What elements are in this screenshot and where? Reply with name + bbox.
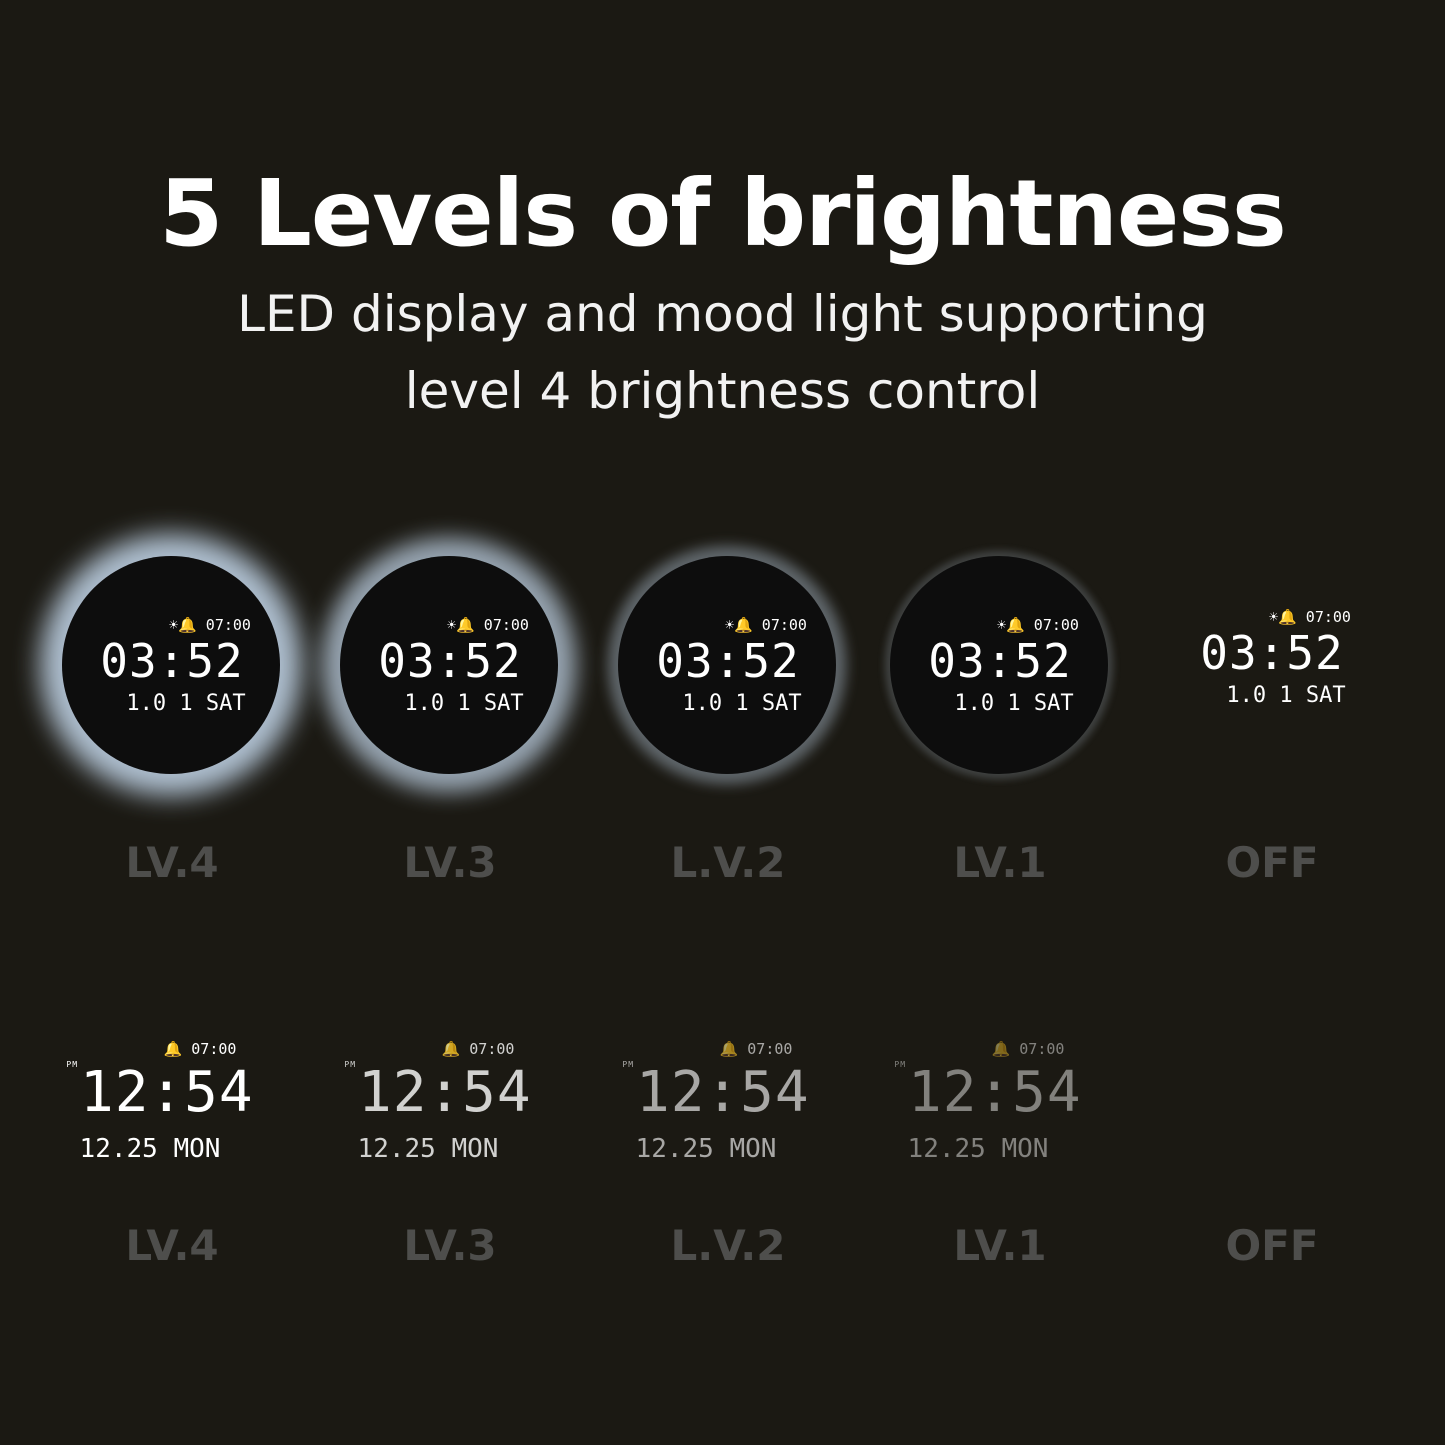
clock-date: 12.25 MON — [635, 1134, 777, 1164]
clock-display-circle-4: ☀🔔 07:00 03:52 1.0 1 SAT — [870, 556, 1130, 776]
clock-display-plain-2: 🔔 07:00 PM12:54 12.25 MON — [308, 1036, 568, 1176]
clock-date: 12.25 MON — [357, 1134, 499, 1164]
clock-time: 03:52 — [928, 634, 1072, 688]
clock-time: 03:52 — [656, 634, 800, 688]
alarm-indicator: 🔔 07:00 — [719, 1040, 793, 1058]
clock-display-plain-3: 🔔 07:00 PM12:54 12.25 MON — [586, 1036, 846, 1176]
clock-display-circle-1: ☀🔔 07:00 03:52 1.0 1 SAT — [42, 556, 302, 776]
mood-light-ring — [340, 556, 558, 774]
clock-time: PM12:54 — [586, 1060, 846, 1125]
mood-light-ring — [62, 556, 280, 774]
clock-time: PM12:54 — [858, 1060, 1118, 1125]
subtitle-line-2: level 4 brightness control — [404, 362, 1041, 420]
clock-date: 1.0 1 SAT — [682, 691, 802, 716]
clock-time: PM12:54 — [308, 1060, 568, 1125]
clock-date: 1.0 1 SAT — [126, 691, 246, 716]
level-label: L.V.2 — [670, 1221, 786, 1270]
pm-indicator: PM — [622, 1060, 635, 1069]
clock-display-circle-5: ☀🔔 07:00 03:52 1.0 1 SAT — [1142, 556, 1402, 776]
clock-date: 1.0 1 SAT — [954, 691, 1074, 716]
clock-time: 03:52 — [1200, 626, 1344, 680]
level-label: LV.1 — [953, 838, 1047, 887]
clock-date: 12.25 MON — [79, 1134, 221, 1164]
level-label: LV.4 — [125, 1221, 219, 1270]
level-label: OFF — [1225, 838, 1319, 887]
mood-light-ring — [890, 556, 1108, 774]
clock-time: PM12:54 — [30, 1060, 290, 1125]
level-label: LV.3 — [403, 1221, 497, 1270]
alarm-indicator: ☀🔔 07:00 — [997, 616, 1079, 634]
clock-time-value: 12:54 — [636, 1060, 810, 1125]
clock-display-circle-2: ☀🔔 07:00 03:52 1.0 1 SAT — [320, 556, 580, 776]
level-label: OFF — [1225, 1221, 1319, 1270]
pm-indicator: PM — [66, 1060, 79, 1069]
alarm-indicator: 🔔 07:00 — [991, 1040, 1065, 1058]
level-label: LV.1 — [953, 1221, 1047, 1270]
clock-time: 03:52 — [378, 634, 522, 688]
clock-time-value: 12:54 — [908, 1060, 1082, 1125]
alarm-indicator: 🔔 07:00 — [441, 1040, 515, 1058]
alarm-indicator: ☀🔔 07:00 — [725, 616, 807, 634]
clock-date: 1.0 1 SAT — [1226, 683, 1346, 708]
clock-time: 03:52 — [100, 634, 244, 688]
clock-date: 12.25 MON — [907, 1134, 1049, 1164]
clock-time-value: 12:54 — [358, 1060, 532, 1125]
alarm-indicator: ☀🔔 07:00 — [169, 616, 251, 634]
page-title: 5 Levels of brightness — [159, 160, 1287, 267]
level-label: L.V.2 — [670, 838, 786, 887]
clock-display-plain-1: 🔔 07:00 PM12:54 12.25 MON — [30, 1036, 290, 1176]
clock-date: 1.0 1 SAT — [404, 691, 524, 716]
level-label: LV.4 — [125, 838, 219, 887]
mood-light-ring — [618, 556, 836, 774]
clock-time-value: 12:54 — [80, 1060, 254, 1125]
alarm-indicator: ☀🔔 07:00 — [447, 616, 529, 634]
clock-display-plain-4: 🔔 07:00 PM12:54 12.25 MON — [858, 1036, 1118, 1176]
clock-display-circle-3: ☀🔔 07:00 03:52 1.0 1 SAT — [598, 556, 858, 776]
alarm-indicator: ☀🔔 07:00 — [1269, 608, 1351, 626]
pm-indicator: PM — [344, 1060, 357, 1069]
subtitle-line-1: LED display and mood light supporting — [237, 285, 1208, 343]
pm-indicator: PM — [894, 1060, 907, 1069]
level-label: LV.3 — [403, 838, 497, 887]
alarm-indicator: 🔔 07:00 — [163, 1040, 237, 1058]
